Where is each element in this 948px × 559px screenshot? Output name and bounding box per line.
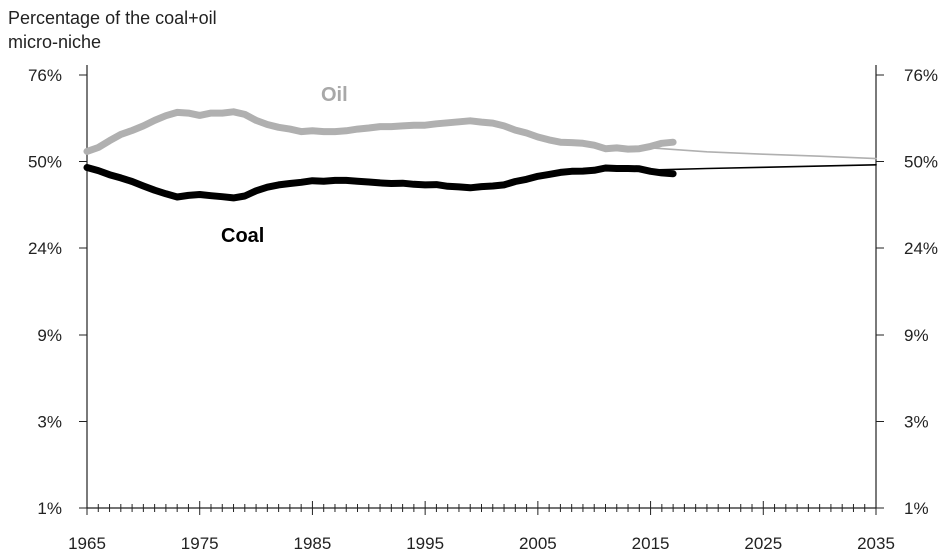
y-tick-label-left: 24% [28,239,62,258]
y-tick-label-left: 50% [28,153,62,172]
x-tick-label: 2005 [519,534,557,553]
x-tick-label: 1965 [68,534,106,553]
oil-series-line [83,108,677,155]
x-tick-label: 1975 [181,534,219,553]
x-tick-label: 2025 [744,534,782,553]
x-tick-label: 2015 [632,534,670,553]
y-tick-label-right: 76% [904,66,938,85]
y-tick-label-left: 1% [37,499,62,518]
y-tick-label-right: 1% [904,499,929,518]
y-tick-label-left: 9% [37,326,62,345]
y-axis-title: Percentage of the coal+oil micro-niche [8,8,217,52]
y-tick-label-left: 76% [28,66,62,85]
y-tick-label-right: 3% [904,413,929,432]
oil-forecast-series-line [638,146,877,160]
series-layer [83,108,877,202]
x-tick-label: 1995 [406,534,444,553]
x-tick-label: 1985 [294,534,332,553]
coal-series-line [83,164,677,202]
x-tick-label: 2035 [857,534,895,553]
coal-forecast-series-line [638,164,877,172]
coal-series-label: Coal [221,225,264,247]
axes: 1965 1975 1985 1995 2005 2015 2025 2035 76% 50% 24… [28,65,938,553]
y-tick-label-right: 9% [904,326,929,345]
y-tick-label-right: 50% [904,153,938,172]
annotation-layer: Oil Coal [221,84,348,247]
y-tick-label-left: 3% [37,413,62,432]
y-tick-label-right: 24% [904,239,938,258]
oil-series-label: Oil [321,84,348,106]
